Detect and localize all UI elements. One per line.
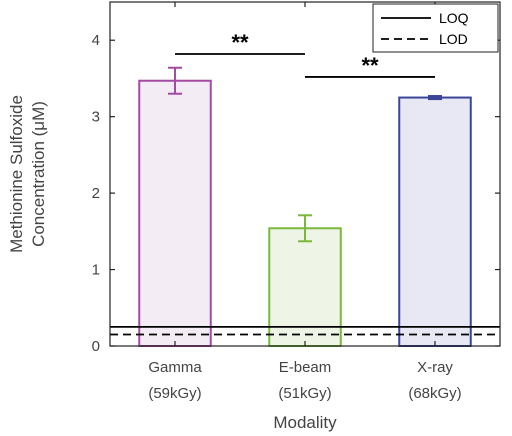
bar-0 [138, 79, 212, 347]
error-bar-1 [298, 214, 312, 243]
x-tick-label-2-line1: X-ray [417, 359, 453, 376]
error-bars-group [168, 66, 442, 243]
significance-group: ** ** [175, 30, 435, 78]
x-tick-label-1-line1: E-beam [279, 359, 332, 376]
error-bar-2 [428, 95, 442, 101]
error-bar-0 [168, 66, 182, 95]
legend: LOQ LOD [372, 3, 499, 53]
x-tick-label-0-line2: (59kGy) [148, 385, 201, 402]
significance-label-0: ** [231, 30, 249, 55]
reference-lines-group [110, 325, 500, 336]
y-axis-title-line1: Methionine Sulfoxide [7, 95, 26, 253]
x-tick-label-2-line2: (68kGy) [408, 385, 461, 402]
x-axis-title: Modality [273, 413, 337, 432]
y-tick-label-2: 2 [92, 185, 100, 202]
bar-1 [268, 227, 342, 347]
x-axis: Gamma (59kGy) E-beam (51kGy) X-ray (68kGy) [148, 2, 462, 402]
legend-label-loq: LOQ [439, 10, 469, 26]
significance-label-1: ** [361, 53, 379, 78]
bars-group [138, 79, 472, 347]
legend-label-lod: LOD [439, 31, 468, 47]
y-tick-label-1: 1 [92, 262, 100, 279]
y-tick-label-4: 4 [92, 32, 100, 49]
y-axis-title-line2: Concentration (μM) [29, 101, 48, 247]
bar-2 [398, 96, 472, 347]
x-tick-label-0-line1: Gamma [148, 359, 202, 376]
y-tick-label-3: 3 [92, 109, 100, 126]
x-tick-label-1-line2: (51kGy) [278, 385, 331, 402]
y-tick-label-0: 0 [92, 338, 100, 355]
legend-box [372, 3, 499, 53]
